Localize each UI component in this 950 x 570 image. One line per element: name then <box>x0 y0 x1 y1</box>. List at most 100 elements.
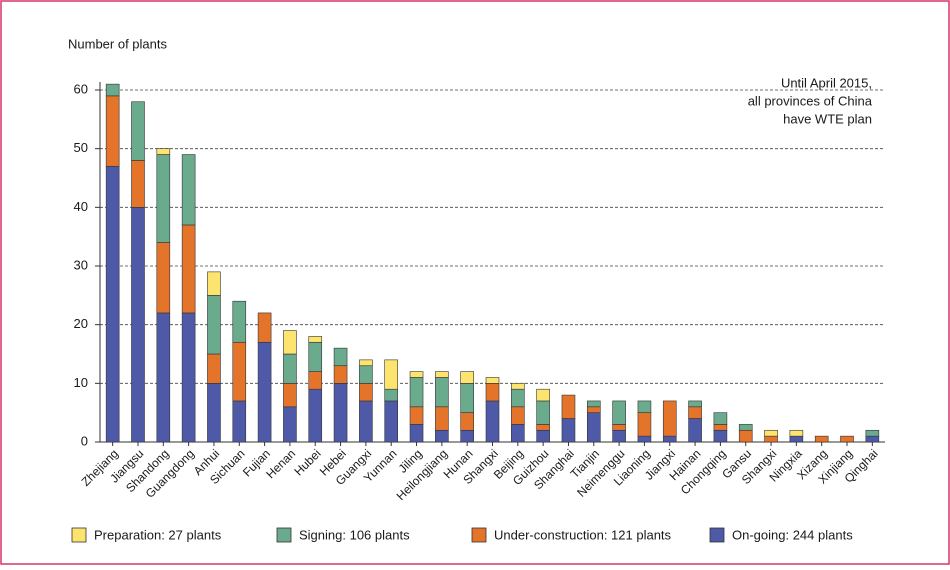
bar-segment <box>662 435 677 443</box>
bar-segment <box>713 424 728 431</box>
bar-segment <box>485 383 500 402</box>
bar-segment <box>105 83 120 97</box>
bar-segment <box>409 371 424 378</box>
bar-segment <box>409 424 424 443</box>
bar-segment <box>536 424 550 431</box>
legend-label: On-going: 244 plants <box>732 527 853 542</box>
bar-segment <box>131 160 145 208</box>
bar-segment <box>384 359 399 390</box>
annotation: all provinces of China <box>748 93 873 108</box>
bar-segment <box>257 341 272 443</box>
bar-segment <box>764 435 778 443</box>
bar-segment <box>156 148 171 155</box>
bar-segment <box>586 412 601 443</box>
bar-segment <box>511 383 525 390</box>
bar-segment <box>637 435 652 443</box>
bar-segment <box>561 394 576 419</box>
bar-segment <box>738 424 753 431</box>
bar-segment <box>181 224 196 314</box>
bar-segment <box>713 412 728 425</box>
bar-segment <box>333 365 348 384</box>
bar-segment <box>688 418 702 443</box>
bar-segment <box>308 371 323 390</box>
bar-segment <box>511 424 525 443</box>
y-tick-label: 30 <box>74 257 88 272</box>
bar-segment <box>561 418 576 443</box>
bar-segment <box>637 412 652 437</box>
bar-segment <box>207 295 221 355</box>
bar-segment <box>333 347 348 367</box>
bar-segment <box>612 429 626 443</box>
bar-segment <box>637 400 652 413</box>
bar-segment <box>131 207 145 443</box>
bar-segment <box>384 388 399 402</box>
annotation: have WTE plan <box>783 111 872 126</box>
bar-segment <box>865 435 880 443</box>
bar-segment <box>359 365 373 384</box>
bar-segment <box>232 300 247 343</box>
bar-segment <box>207 271 221 296</box>
bar-segment <box>536 400 550 425</box>
y-tick-label: 20 <box>74 316 88 331</box>
bar-segment <box>257 312 272 343</box>
bar-segment <box>840 435 854 443</box>
bar-segment <box>359 400 373 443</box>
y-tick-label: 0 <box>81 433 88 448</box>
bar-segment <box>460 412 474 431</box>
bar-segment <box>586 406 601 413</box>
bar-segment <box>333 383 348 443</box>
bar-segment <box>612 400 626 425</box>
bar-segment <box>283 383 297 408</box>
bar-segment <box>612 424 626 431</box>
bar-segment <box>511 406 525 425</box>
bar-segment <box>131 101 145 161</box>
bar-segment <box>688 406 702 419</box>
y-tick-label: 50 <box>74 140 88 155</box>
bar-segment <box>511 388 525 408</box>
bar-segment <box>814 435 829 443</box>
bar-segment <box>662 400 677 437</box>
legend-label: Signing: 106 plants <box>299 527 410 542</box>
bar-segment <box>485 400 500 443</box>
legend-label: Under-construction: 121 plants <box>494 527 672 542</box>
bar-segment <box>181 154 196 226</box>
bar-segment <box>435 371 449 378</box>
bar-segment <box>181 312 196 443</box>
legend-swatch <box>276 527 292 543</box>
bar-segment <box>105 95 120 167</box>
bar-segment <box>738 429 753 443</box>
bar-segment <box>435 406 449 431</box>
bar-segment <box>283 353 297 384</box>
legend-swatch <box>71 527 87 543</box>
legend-label: Preparation: 27 plants <box>94 527 222 542</box>
bar-segment <box>485 377 500 384</box>
y-tick-label: 60 <box>74 81 88 96</box>
bar-segment <box>207 383 221 443</box>
legend-swatch <box>709 527 725 543</box>
bar-segment <box>789 429 804 437</box>
bar-segment <box>435 377 449 408</box>
bar-segment <box>308 336 323 343</box>
bar-segment <box>764 429 778 437</box>
y-axis-title: Number of plants <box>68 36 167 51</box>
bar-segment <box>359 359 373 367</box>
bar-segment <box>156 154 171 243</box>
bar-segment <box>308 388 323 443</box>
bar-segment <box>865 429 880 437</box>
bar-segment <box>105 165 120 443</box>
bar-segment <box>283 330 297 355</box>
bar-segment <box>409 406 424 425</box>
bar-segment <box>460 383 474 413</box>
y-tick-label: 10 <box>74 375 88 390</box>
bar-segment <box>308 341 323 372</box>
legend-swatch <box>471 527 487 543</box>
bar-segment <box>460 429 474 443</box>
bar-segment <box>409 377 424 408</box>
bar-segment <box>359 383 373 402</box>
bar-segment <box>460 371 474 384</box>
bar-segment <box>283 406 297 443</box>
bar-segment <box>384 400 399 443</box>
bar-segment <box>156 242 171 314</box>
